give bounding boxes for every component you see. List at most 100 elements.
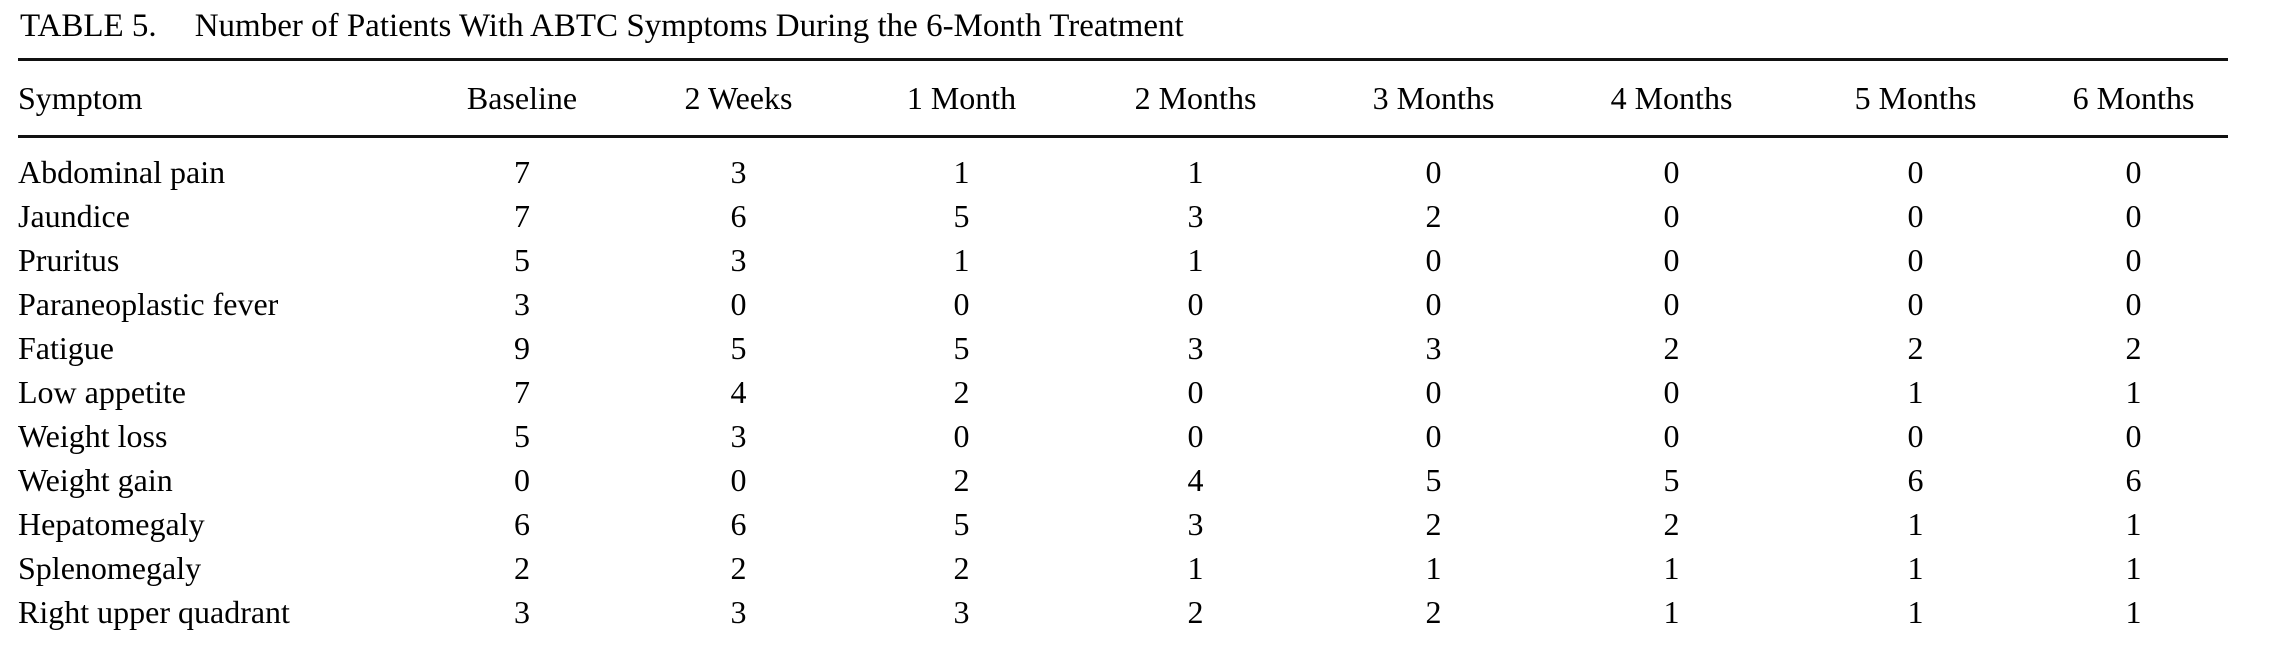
header-row: Symptom Baseline 2 Weeks 1 Month 2 Months 3 M…: [18, 59, 2228, 138]
table-row: Weight gain 0 0 2 4 5 5 6 6: [18, 458, 2228, 502]
value-cell: 2: [1425, 198, 1442, 234]
value-cell: 0: [1663, 154, 1680, 190]
value-cell: 1: [1663, 594, 1680, 630]
value-cell: 3: [514, 286, 530, 322]
value-cell: 3: [730, 242, 747, 278]
value-cell: 1: [1187, 550, 1204, 586]
value-cell: 0: [1907, 418, 1924, 454]
symptom-cell: Splenomegaly: [18, 550, 202, 586]
value-cell: 1: [1663, 550, 1680, 586]
value-cell: 0: [1907, 198, 1924, 234]
symptoms-table: Symptom Baseline 2 Weeks 1 Month 2 Months 3 M…: [18, 58, 2228, 634]
symptom-cell: Jaundice: [18, 198, 130, 234]
table-row: Low appetite 7 4 2 0 0 0 1 1: [18, 370, 2228, 414]
table-body: Abdominal pain 7 3 1 1 0 0 0 0 Jaundice 7 6 5 3 2 0 0 0 Pr…: [18, 137, 2228, 635]
value-cell: 0: [1425, 286, 1442, 322]
value-cell: 3: [1187, 506, 1204, 542]
value-cell: 5: [953, 330, 970, 366]
value-cell: 0: [953, 418, 970, 454]
value-cell: 2: [514, 550, 530, 586]
symptom-cell: Low appetite: [18, 374, 186, 410]
value-cell: 3: [514, 594, 530, 630]
value-cell: 1: [1907, 550, 1924, 586]
value-cell: 0: [2125, 198, 2142, 234]
value-cell: 0: [1425, 242, 1442, 278]
value-cell: 0: [1663, 418, 1680, 454]
value-cell: 4: [730, 374, 747, 410]
symptom-cell: Weight gain: [18, 462, 173, 498]
table-row: Splenomegaly 2 2 2 1 1 1 1 1: [18, 546, 2228, 590]
column-header: 3 Months: [1316, 59, 1551, 138]
table-row: Right upper quadrant 3 3 3 2 2 1 1 1: [18, 590, 2228, 634]
value-cell: 2: [730, 550, 747, 586]
column-header: 4 Months: [1551, 59, 1792, 138]
value-cell: 2: [1663, 506, 1680, 542]
value-cell: 5: [514, 418, 530, 454]
value-cell: 6: [730, 506, 747, 542]
table-row: Fatigue 9 5 5 3 3 2 2 2: [18, 326, 2228, 370]
value-cell: 1: [1907, 374, 1924, 410]
value-cell: 2: [1187, 594, 1204, 630]
value-cell: 1: [2125, 550, 2142, 586]
value-cell: 0: [1907, 154, 1924, 190]
value-cell: 0: [730, 286, 747, 322]
value-cell: 0: [730, 462, 747, 498]
value-cell: 7: [514, 154, 530, 190]
value-cell: 2: [2125, 330, 2142, 366]
value-cell: 1: [2125, 506, 2142, 542]
table-row: Weight loss 5 3 0 0 0 0 0 0: [18, 414, 2228, 458]
value-cell: 1: [1187, 242, 1204, 278]
value-cell: 0: [1663, 286, 1680, 322]
value-cell: 6: [2125, 462, 2142, 498]
column-header: 2 Weeks: [629, 59, 848, 138]
symptom-cell: Right upper quadrant: [18, 594, 290, 630]
value-cell: 0: [1907, 286, 1924, 322]
value-cell: 3: [1425, 330, 1442, 366]
value-cell: 1: [2125, 594, 2142, 630]
table-label: TABLE 5.: [20, 8, 157, 44]
table-head: Symptom Baseline 2 Weeks 1 Month 2 Months 3 M…: [18, 59, 2228, 138]
value-cell: 1: [1907, 594, 1924, 630]
value-cell: 6: [1907, 462, 1924, 498]
value-cell: 0: [2125, 286, 2142, 322]
symptom-cell: Abdominal pain: [18, 154, 226, 190]
table-row: Abdominal pain 7 3 1 1 0 0 0 0: [18, 137, 2228, 195]
symptom-cell: Hepatomegaly: [18, 506, 205, 542]
value-cell: 7: [514, 374, 530, 410]
value-cell: 0: [2125, 418, 2142, 454]
column-header: 2 Months: [1075, 59, 1316, 138]
value-cell: 3: [953, 594, 970, 630]
value-cell: 5: [1425, 462, 1442, 498]
value-cell: 6: [514, 506, 530, 542]
value-cell: 3: [1187, 198, 1204, 234]
table-caption: TABLE 5. Number of Patients With ABTC Sym…: [20, 6, 1184, 46]
value-cell: 0: [1663, 374, 1680, 410]
value-cell: 3: [1187, 330, 1204, 366]
value-cell: 1: [1425, 550, 1442, 586]
value-cell: 2: [1425, 506, 1442, 542]
value-cell: 5: [1663, 462, 1680, 498]
value-cell: 2: [953, 462, 970, 498]
value-cell: 0: [1187, 418, 1204, 454]
symptom-cell: Fatigue: [18, 330, 114, 366]
value-cell: 0: [1907, 242, 1924, 278]
table-row: Jaundice 7 6 5 3 2 0 0 0: [18, 194, 2228, 238]
value-cell: 0: [2125, 154, 2142, 190]
value-cell: 5: [730, 330, 747, 366]
value-cell: 5: [514, 242, 530, 278]
column-header: 1 Month: [848, 59, 1075, 138]
value-cell: 0: [1425, 418, 1442, 454]
table-row: Hepatomegaly 6 6 5 3 2 2 1 1: [18, 502, 2228, 546]
table-row: Paraneoplastic fever 3 0 0 0 0 0 0 0: [18, 282, 2228, 326]
column-header: Baseline: [415, 59, 629, 138]
value-cell: 0: [1663, 198, 1680, 234]
value-cell: 3: [730, 418, 747, 454]
value-cell: 0: [1663, 242, 1680, 278]
value-cell: 1: [1907, 506, 1924, 542]
symptom-cell: Pruritus: [18, 242, 120, 278]
value-cell: 0: [1187, 374, 1204, 410]
value-cell: 0: [514, 462, 530, 498]
column-header: 5 Months: [1792, 59, 2039, 138]
value-cell: 0: [953, 286, 970, 322]
